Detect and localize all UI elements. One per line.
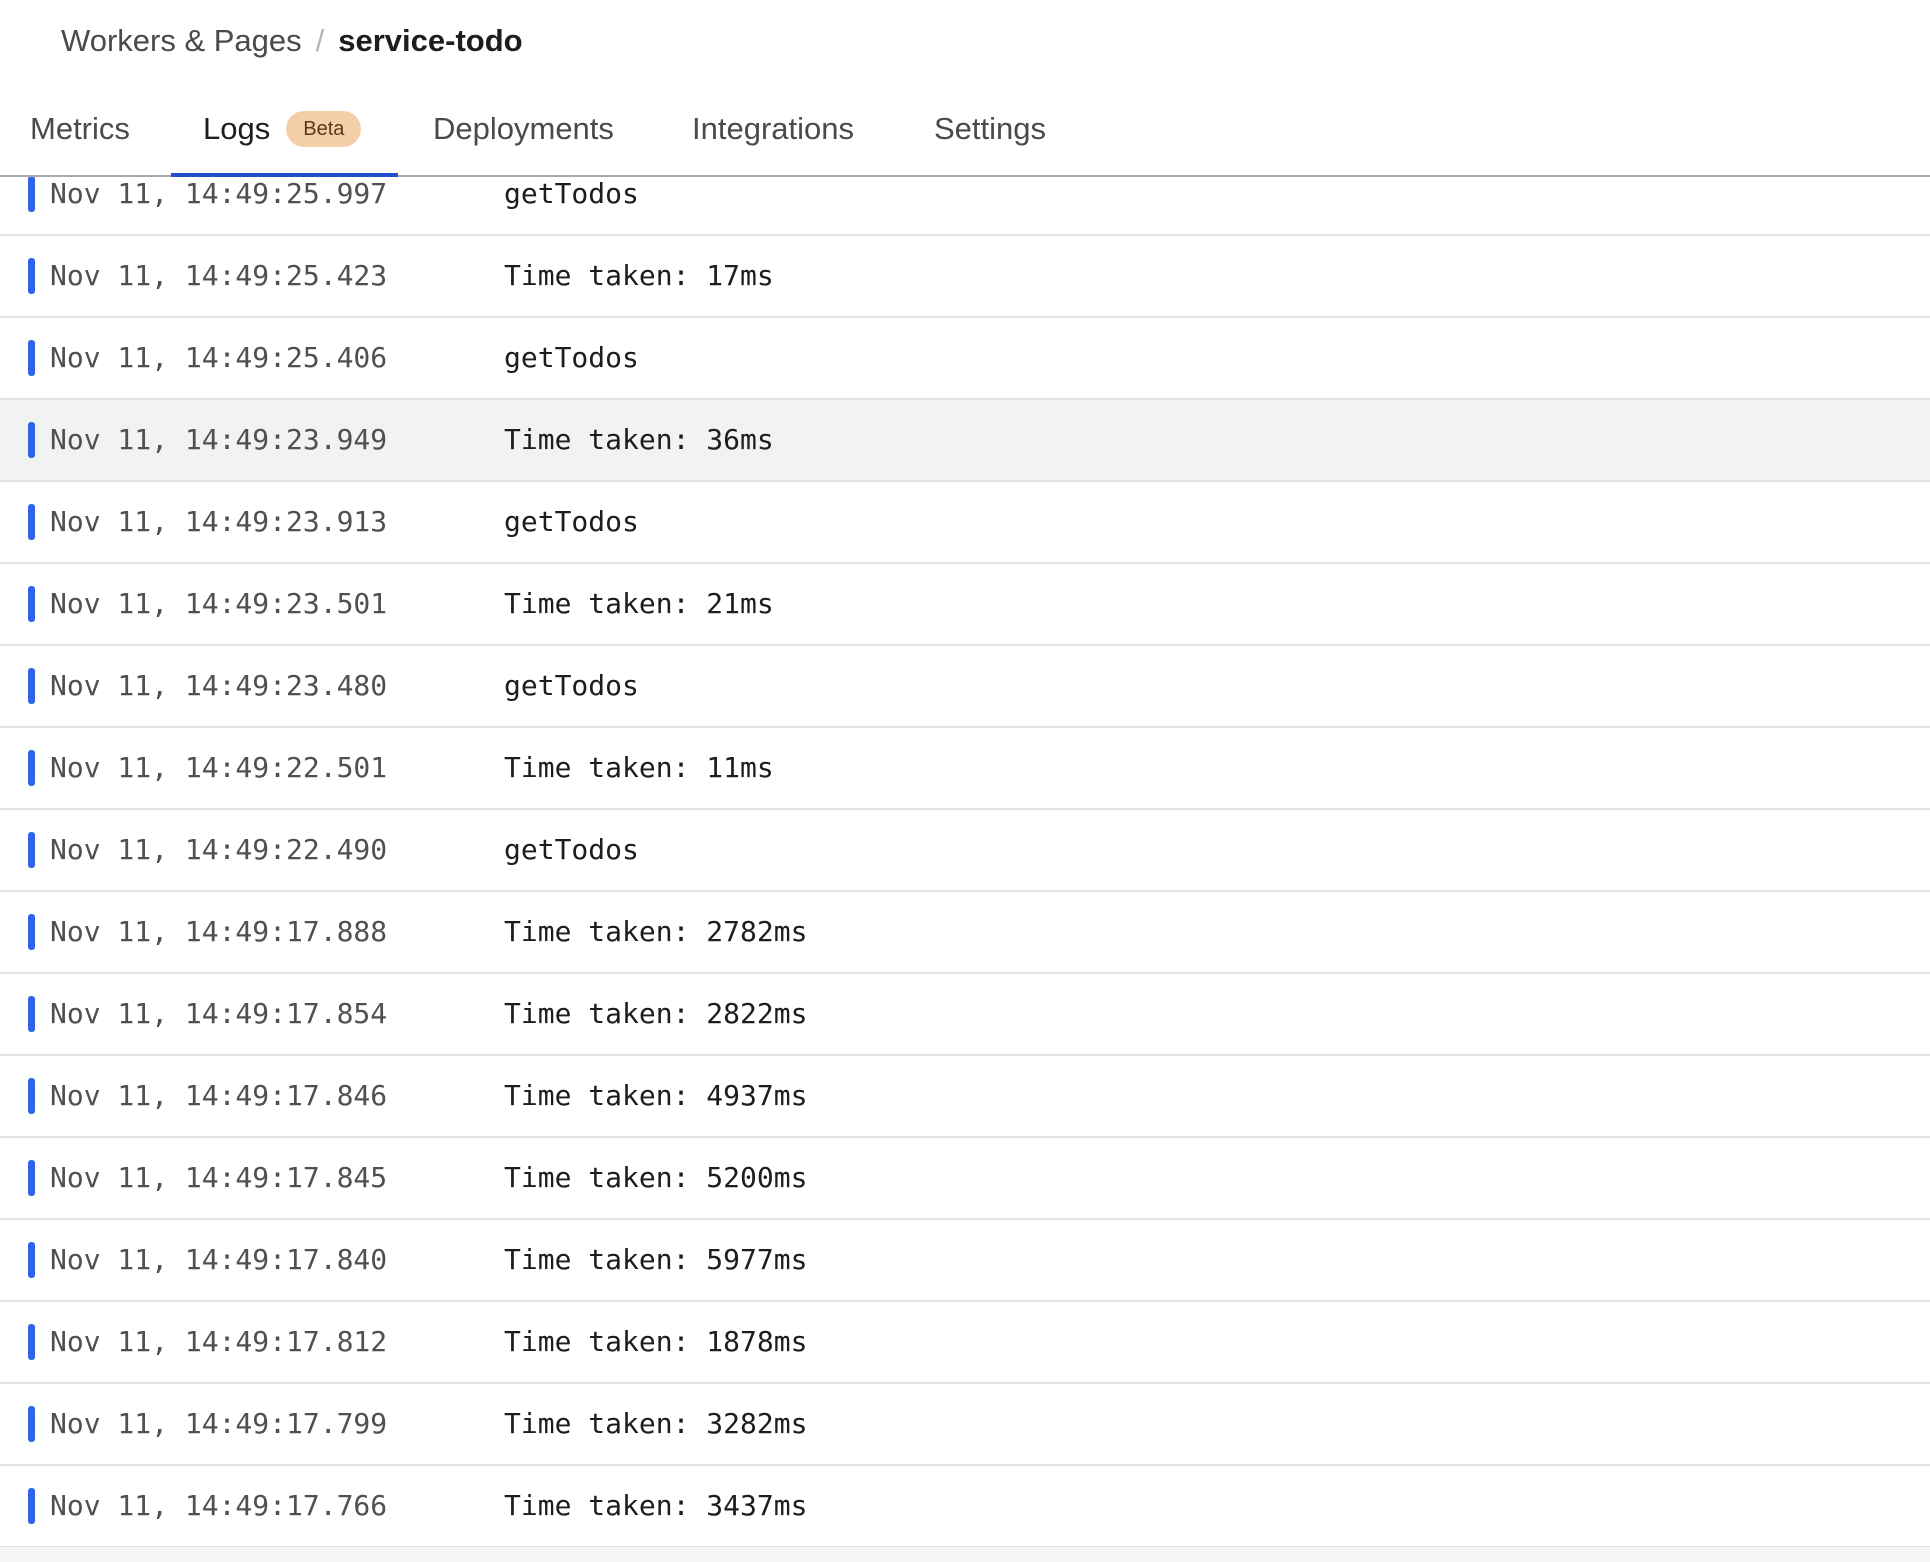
log-row[interactable]: Nov 11, 14:49:17.854 Time taken: 2822ms bbox=[0, 974, 1930, 1056]
beta-badge: Beta bbox=[286, 110, 362, 147]
log-message: Time taken: 5977ms bbox=[504, 1243, 808, 1276]
log-timestamp: Nov 11, 14:49:23.913 bbox=[50, 505, 388, 538]
tab-metrics[interactable]: Metrics bbox=[30, 108, 130, 150]
log-timestamp: Nov 11, 14:49:17.799 bbox=[50, 1407, 388, 1440]
log-timestamp: Nov 11, 14:49:17.846 bbox=[50, 1079, 388, 1112]
log-timestamp: Nov 11, 14:49:22.490 bbox=[50, 833, 388, 866]
tab-integrations[interactable]: Integrations bbox=[692, 108, 854, 150]
log-row[interactable]: Nov 11, 14:49:17.846 Time taken: 4937ms bbox=[0, 1056, 1930, 1138]
log-row[interactable]: Nov 11, 14:49:17.840 Time taken: 5977ms bbox=[0, 1220, 1930, 1302]
log-message: Time taken: 21ms bbox=[504, 587, 774, 620]
log-timestamp: Nov 11, 14:49:25.423 bbox=[50, 259, 388, 292]
log-level-indicator-icon bbox=[28, 340, 35, 376]
log-timestamp: Nov 11, 14:49:25.406 bbox=[50, 341, 388, 374]
log-level-indicator-icon bbox=[28, 258, 35, 294]
log-row[interactable]: Nov 11, 14:49:17.888 Time taken: 2782ms bbox=[0, 892, 1930, 974]
log-level-indicator-icon bbox=[28, 832, 35, 868]
list-footer bbox=[0, 1547, 1930, 1562]
log-timestamp: Nov 11, 14:49:22.501 bbox=[50, 751, 388, 784]
log-row[interactable]: Nov 11, 14:49:23.913 getTodos bbox=[0, 482, 1930, 564]
log-level-indicator-icon bbox=[28, 1078, 35, 1114]
log-level-indicator-icon bbox=[28, 1324, 35, 1360]
tab-label: Deployments bbox=[433, 111, 614, 146]
log-level-indicator-icon bbox=[28, 1488, 35, 1524]
log-list[interactable]: Nov 11, 14:49:25.997 getTodos Nov 11, 14:4… bbox=[0, 177, 1930, 1547]
tab-settings[interactable]: Settings bbox=[934, 108, 1046, 150]
tab-logs[interactable]: Logs Beta bbox=[203, 108, 362, 150]
log-message: getTodos bbox=[504, 177, 639, 210]
log-level-indicator-icon bbox=[28, 177, 35, 212]
log-level-indicator-icon bbox=[28, 422, 35, 458]
log-message: Time taken: 3437ms bbox=[504, 1489, 808, 1522]
log-level-indicator-icon bbox=[28, 1406, 35, 1442]
log-level-indicator-icon bbox=[28, 750, 35, 786]
tab-deployments[interactable]: Deployments bbox=[433, 108, 614, 150]
log-message: Time taken: 36ms bbox=[504, 423, 774, 456]
log-timestamp: Nov 11, 14:49:17.766 bbox=[50, 1489, 388, 1522]
log-message: getTodos bbox=[504, 505, 639, 538]
log-message: Time taken: 4937ms bbox=[504, 1079, 808, 1112]
log-row[interactable]: Nov 11, 14:49:23.480 getTodos bbox=[0, 646, 1930, 728]
tab-label: Metrics bbox=[30, 111, 130, 146]
log-timestamp: Nov 11, 14:49:23.949 bbox=[50, 423, 388, 456]
log-message: getTodos bbox=[504, 669, 639, 702]
log-message: Time taken: 1878ms bbox=[504, 1325, 808, 1358]
log-row[interactable]: Nov 11, 14:49:17.799 Time taken: 3282ms bbox=[0, 1384, 1930, 1466]
log-row[interactable]: Nov 11, 14:49:22.490 getTodos bbox=[0, 810, 1930, 892]
breadcrumb-separator: / bbox=[315, 23, 325, 58]
log-row[interactable]: Nov 11, 14:49:25.997 getTodos bbox=[0, 177, 1930, 236]
log-row[interactable]: Nov 11, 14:49:22.501 Time taken: 11ms bbox=[0, 728, 1930, 810]
breadcrumb-workers-pages-link[interactable]: Workers & Pages bbox=[61, 23, 302, 58]
log-row[interactable]: Nov 11, 14:49:23.949 Time taken: 36ms bbox=[0, 400, 1930, 482]
log-level-indicator-icon bbox=[28, 668, 35, 704]
log-row[interactable]: Nov 11, 14:49:17.845 Time taken: 5200ms bbox=[0, 1138, 1930, 1220]
log-timestamp: Nov 11, 14:49:17.840 bbox=[50, 1243, 388, 1276]
log-timestamp: Nov 11, 14:49:17.854 bbox=[50, 997, 388, 1030]
log-message: Time taken: 5200ms bbox=[504, 1161, 808, 1194]
log-level-indicator-icon bbox=[28, 586, 35, 622]
log-message: Time taken: 2822ms bbox=[504, 997, 808, 1030]
breadcrumb: Workers & Pages / service-todo bbox=[61, 20, 523, 62]
log-level-indicator-icon bbox=[28, 914, 35, 950]
log-message: getTodos bbox=[504, 341, 639, 374]
log-timestamp: Nov 11, 14:49:17.888 bbox=[50, 915, 388, 948]
tab-label: Settings bbox=[934, 111, 1047, 146]
log-row[interactable]: Nov 11, 14:49:25.406 getTodos bbox=[0, 318, 1930, 400]
log-message: Time taken: 3282ms bbox=[504, 1407, 808, 1440]
log-level-indicator-icon bbox=[28, 1242, 35, 1278]
log-timestamp: Nov 11, 14:49:23.501 bbox=[50, 587, 388, 620]
log-level-indicator-icon bbox=[28, 504, 35, 540]
log-timestamp: Nov 11, 14:49:25.997 bbox=[50, 177, 388, 210]
log-row[interactable]: Nov 11, 14:49:25.423 Time taken: 17ms bbox=[0, 236, 1930, 318]
log-timestamp: Nov 11, 14:49:23.480 bbox=[50, 669, 388, 702]
log-message: Time taken: 11ms bbox=[504, 751, 774, 784]
tab-label: Integrations bbox=[692, 111, 854, 146]
log-message: Time taken: 17ms bbox=[504, 259, 774, 292]
log-row[interactable]: Nov 11, 14:49:23.501 Time taken: 21ms bbox=[0, 564, 1930, 646]
log-level-indicator-icon bbox=[28, 996, 35, 1032]
log-message: Time taken: 2782ms bbox=[504, 915, 808, 948]
log-row[interactable]: Nov 11, 14:49:17.766 Time taken: 3437ms bbox=[0, 1466, 1930, 1547]
active-tab-indicator bbox=[171, 173, 398, 177]
log-level-indicator-icon bbox=[28, 1160, 35, 1196]
log-timestamp: Nov 11, 14:49:17.845 bbox=[50, 1161, 388, 1194]
tab-bar: Metrics Logs Beta Deployments Integration… bbox=[0, 100, 1930, 177]
tab-label: Logs bbox=[203, 111, 271, 146]
log-message: getTodos bbox=[504, 833, 639, 866]
log-rows: Nov 11, 14:49:25.997 getTodos Nov 11, 14:4… bbox=[0, 177, 1930, 1547]
breadcrumb-current: service-todo bbox=[338, 23, 523, 58]
log-timestamp: Nov 11, 14:49:17.812 bbox=[50, 1325, 388, 1358]
log-row[interactable]: Nov 11, 14:49:17.812 Time taken: 1878ms bbox=[0, 1302, 1930, 1384]
